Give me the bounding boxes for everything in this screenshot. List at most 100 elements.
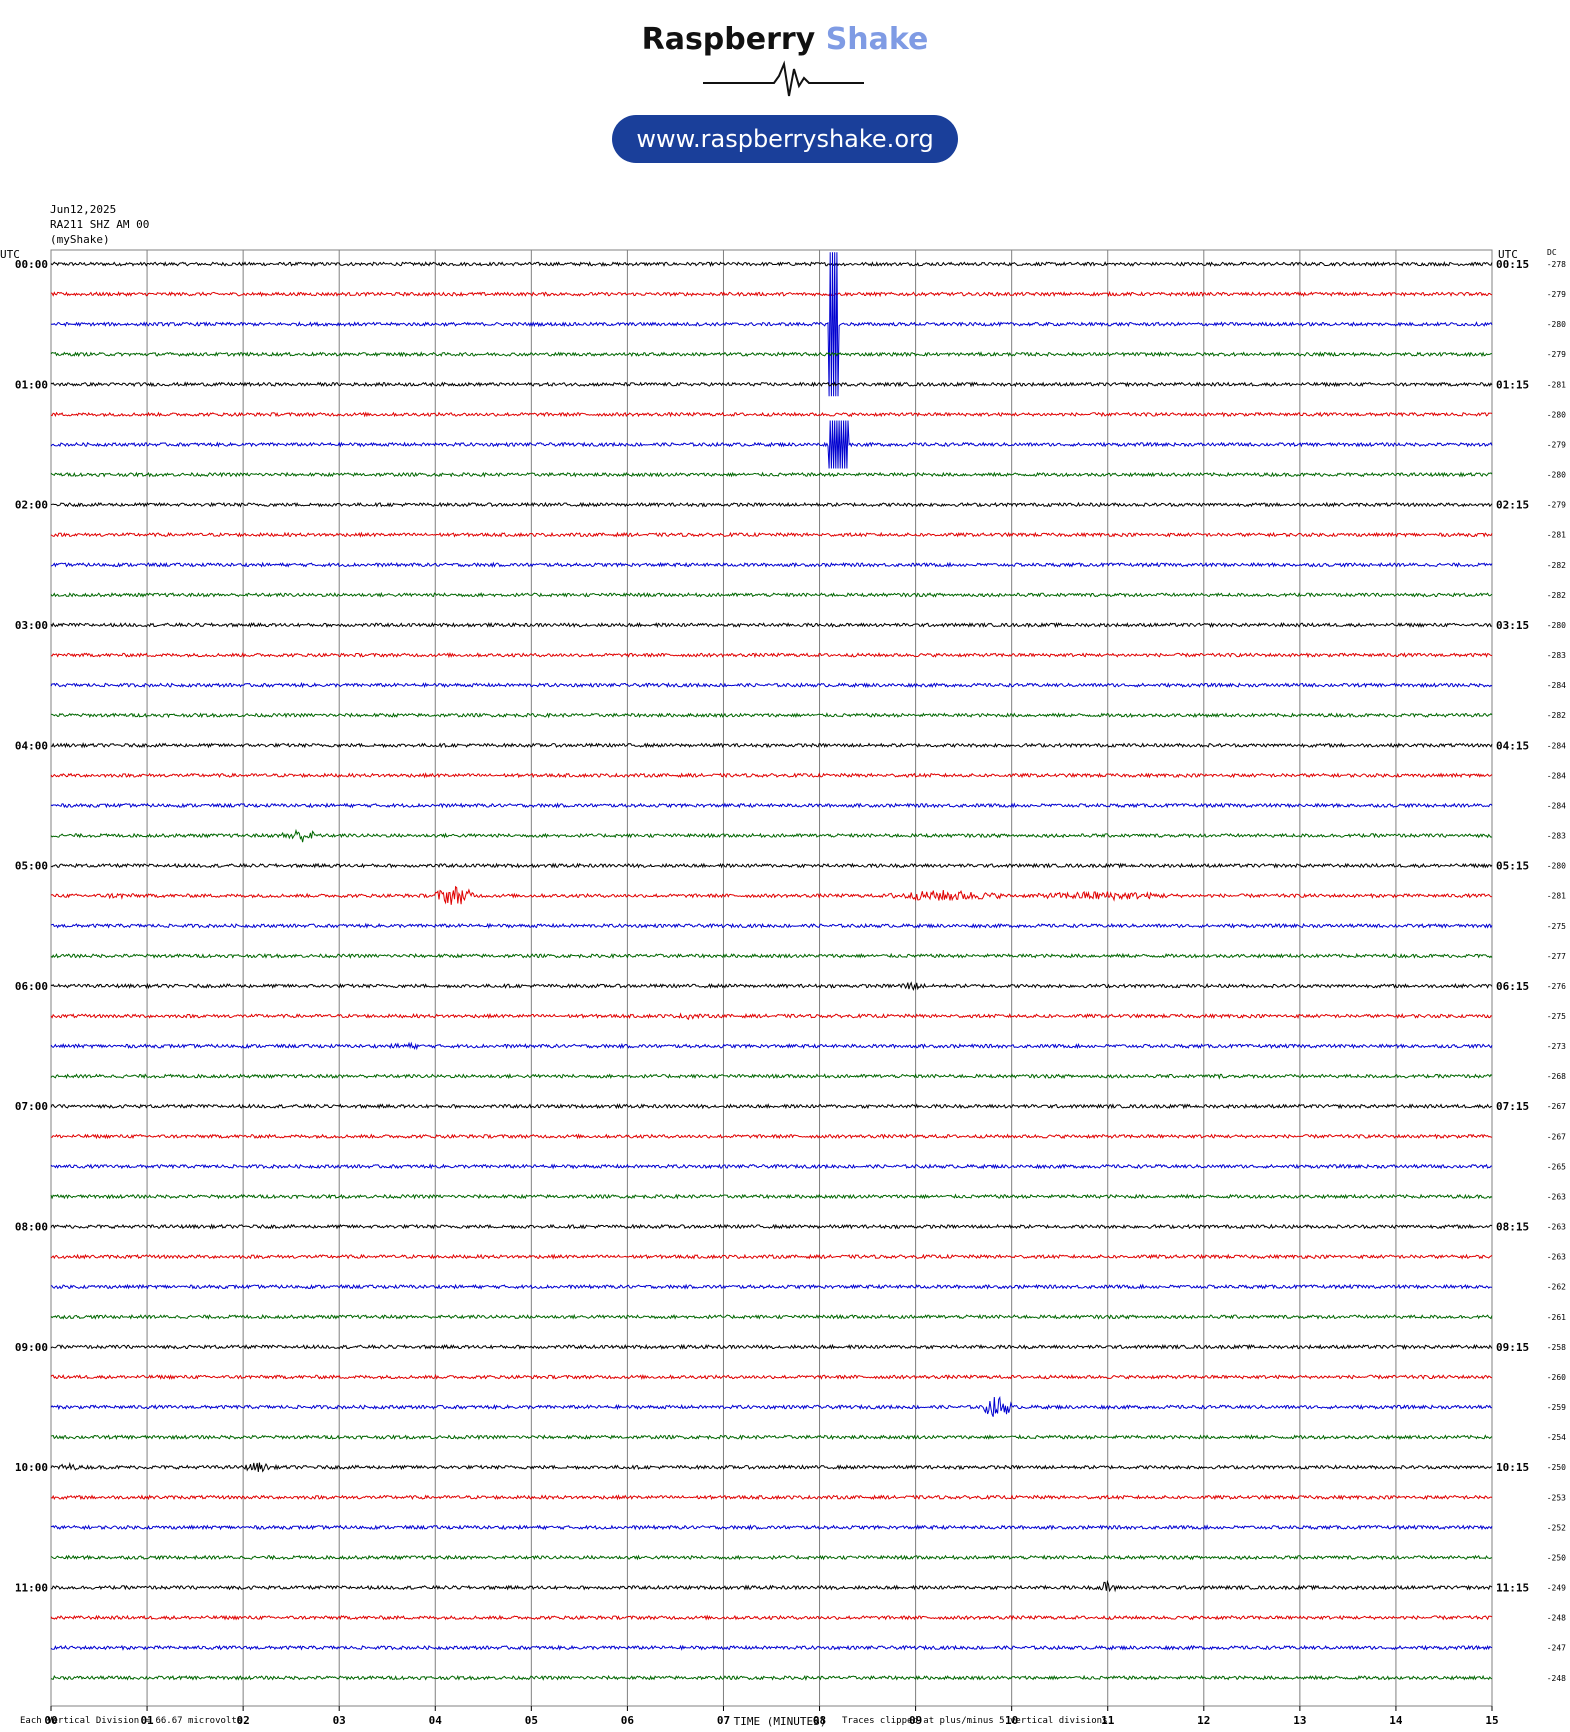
brand-wordmark: Raspberry Shake [0, 22, 1570, 57]
trace-row-0730 [50, 1163, 1493, 1170]
dc-offset-label: -280 [1547, 471, 1566, 480]
x-tick-label: 01 [140, 1714, 154, 1727]
dc-offset-label: -284 [1547, 741, 1566, 750]
dc-offset-label: -267 [1547, 1102, 1566, 1111]
record-date: Jun12,2025 [50, 203, 117, 216]
dc-offset-label: -284 [1547, 801, 1566, 810]
trace-row-0115 [50, 411, 1493, 418]
x-tick-label: 14 [1389, 1714, 1403, 1727]
left-hour-label: 10:00 [15, 1461, 48, 1474]
x-tick-label: 15 [1485, 1714, 1498, 1727]
station-id: RA211 SHZ AM 00 [50, 218, 150, 231]
dc-offset-label: -281 [1547, 531, 1566, 540]
trace-row-0300 [50, 621, 1493, 629]
x-tick-label: 05 [525, 1714, 538, 1727]
dc-offset-label: -247 [1547, 1644, 1566, 1653]
trace-row-1000 [50, 1461, 1493, 1473]
trace-row-0745 [50, 1193, 1493, 1200]
trace-row-1145 [50, 1674, 1493, 1681]
seismograph-logo-icon [703, 60, 864, 97]
dc-offset-label: -258 [1547, 1343, 1566, 1352]
trace-row-1045 [50, 1554, 1493, 1561]
dc-offset-label: -281 [1547, 892, 1566, 901]
network-name: (myShake) [50, 233, 110, 246]
dc-offset-label: -260 [1547, 1373, 1566, 1382]
website-link[interactable]: www.raspberryshake.org [612, 115, 958, 163]
trace-row-0500 [50, 862, 1493, 869]
left-hour-label: 01:00 [15, 378, 48, 391]
right-hour-label: 08:15 [1496, 1221, 1529, 1234]
trace-row-0330 [50, 681, 1493, 689]
x-tick-label: 03 [333, 1714, 346, 1727]
trace-row-0015 [50, 290, 1493, 298]
dc-offset-label: -267 [1547, 1132, 1566, 1141]
trace-row-0445 [50, 828, 1493, 843]
dc-offset-label: -250 [1547, 1553, 1566, 1562]
dc-offset-label: -263 [1547, 1223, 1566, 1232]
dc-offset-label: -248 [1547, 1674, 1566, 1683]
trace-row-0430 [50, 802, 1493, 809]
trace-row-1115 [50, 1614, 1493, 1621]
trace-row-0000 [50, 261, 1493, 268]
x-tick-label: 06 [621, 1714, 635, 1727]
dc-offset-label: -282 [1547, 591, 1566, 600]
x-tick-label: 11 [1101, 1714, 1115, 1727]
dc-offset-label: -280 [1547, 621, 1566, 630]
division-note: Each Vertical Division = 66.67 microvolt… [20, 1716, 243, 1726]
dc-label: DC [1547, 248, 1557, 257]
dc-offset-label: -280 [1547, 320, 1566, 329]
dc-offset-label: -280 [1547, 862, 1566, 871]
dc-offset-label: -263 [1547, 1253, 1566, 1262]
trace-row-0615 [50, 1012, 1493, 1021]
x-tick-label: 12 [1197, 1714, 1210, 1727]
x-tick-label: 08 [813, 1714, 826, 1727]
trace-row-0200 [50, 501, 1493, 508]
trace-row-0915 [50, 1373, 1493, 1380]
right-hour-label: 10:15 [1496, 1461, 1529, 1474]
left-hour-label: 05:00 [15, 860, 48, 873]
x-tick-label: 09 [909, 1714, 922, 1727]
x-tick-label: 04 [429, 1714, 443, 1727]
dc-offset-label: -283 [1547, 651, 1566, 660]
x-tick-label: 00 [44, 1714, 57, 1727]
trace-row-0515 [50, 885, 1493, 905]
dc-offset-label: -282 [1547, 561, 1566, 570]
right-utc-label: UTC [1498, 248, 1518, 261]
trace-row-0845 [50, 1313, 1493, 1320]
dc-offset-label: -279 [1547, 501, 1566, 510]
trace-row-0545 [50, 952, 1493, 960]
dc-offset-label: -279 [1547, 350, 1566, 359]
dc-offset-label: -282 [1547, 711, 1566, 720]
trace-rows [50, 252, 1493, 1681]
dc-offset-label: -275 [1547, 1012, 1566, 1021]
grid-lines [50, 249, 1493, 1707]
trace-row-0715 [50, 1133, 1493, 1140]
right-hour-label: 00:15 [1496, 258, 1529, 271]
dc-offset-label: -283 [1547, 832, 1566, 841]
left-hour-label: 02:00 [15, 499, 48, 512]
dc-offset-label: -254 [1547, 1433, 1566, 1442]
dc-offset-label: -284 [1547, 681, 1566, 690]
left-hour-label: 03:00 [15, 619, 48, 632]
right-hour-label: 09:15 [1496, 1341, 1529, 1354]
trace-row-0600 [50, 981, 1493, 991]
left-hour-label: 07:00 [15, 1100, 48, 1113]
clip-note: Traces clipped at plus/minus 5 vertical … [842, 1716, 1108, 1726]
dc-offset-label: -248 [1547, 1614, 1566, 1623]
logo-area: Raspberry Shake www.raspberryshake.org [0, 0, 1570, 170]
brand-word-raspberry: Raspberry [641, 22, 816, 57]
right-hour-label: 07:15 [1496, 1100, 1529, 1113]
right-hour-label: 02:15 [1496, 499, 1529, 512]
right-hour-label: 04:15 [1496, 739, 1529, 752]
left-hour-label: 00:00 [15, 258, 48, 271]
axis-labels: UTC UTC DC 00:00 01:00 02:00 03:00 04:00 05:00 06… [0, 248, 1566, 1728]
trace-row-0815 [50, 1253, 1493, 1260]
trace-row-0945 [50, 1433, 1493, 1441]
trace-row-1130 [50, 1644, 1493, 1651]
dc-offset-label: -279 [1547, 290, 1566, 299]
left-hour-label: 06:00 [15, 980, 48, 993]
left-utc-label: UTC [0, 248, 20, 261]
x-axis-title: TIME (MINUTES) [734, 1715, 827, 1728]
trace-row-0315 [50, 651, 1493, 659]
trace-row-1100 [50, 1579, 1493, 1593]
